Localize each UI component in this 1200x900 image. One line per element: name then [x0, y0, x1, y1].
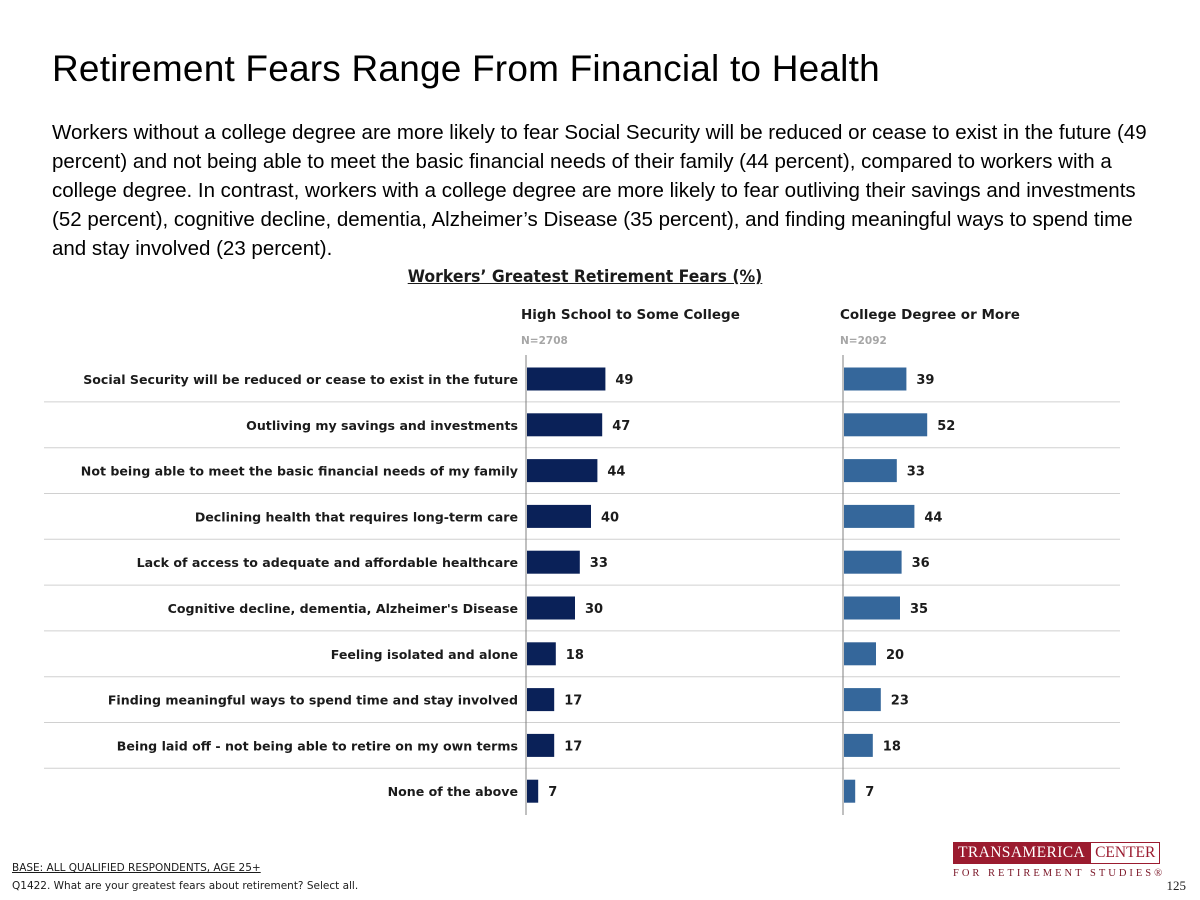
category-label: Not being able to meet the basic financi… — [81, 464, 518, 479]
data-label-series-1: 33 — [590, 556, 608, 571]
question-note: Q1422. What are your greatest fears abou… — [12, 880, 359, 892]
data-label-series-2: 39 — [916, 373, 934, 388]
bar-series-1 — [527, 596, 575, 620]
data-label-series-1: 7 — [548, 785, 557, 800]
category-label: None of the above — [388, 784, 518, 799]
bar-series-1 — [527, 779, 539, 803]
data-label-series-1: 30 — [585, 602, 603, 617]
data-label-series-2: 33 — [907, 465, 925, 480]
bar-series-2 — [844, 779, 856, 803]
bar-series-1 — [527, 642, 556, 666]
category-label: Cognitive decline, dementia, Alzheimer's… — [168, 601, 518, 616]
data-label-series-1: 49 — [615, 373, 633, 388]
logo-tagline: FOR RETIREMENT STUDIES® — [953, 868, 1166, 879]
bar-series-2 — [844, 642, 876, 666]
bar-series-1 — [527, 733, 555, 757]
bar-series-2 — [844, 596, 900, 620]
bar-series-1 — [527, 413, 603, 437]
transamerica-logo: TRANSAMERICA CENTER FOR RETIREMENT STUDI… — [953, 842, 1165, 882]
bar-chart: Social Security will be reduced or cease… — [44, 355, 1120, 815]
base-note: BASE: ALL QUALIFIED RESPONDENTS, AGE 25+ — [12, 862, 261, 874]
category-label: Social Security will be reduced or cease… — [83, 372, 518, 387]
logo-word-center: CENTER — [1090, 842, 1161, 864]
data-label-series-1: 17 — [564, 739, 582, 754]
data-label-series-1: 44 — [607, 465, 625, 480]
data-label-series-1: 47 — [612, 419, 630, 434]
data-label-series-2: 52 — [937, 419, 955, 434]
page-title: Retirement Fears Range From Financial to… — [52, 48, 880, 89]
bar-series-2 — [844, 459, 897, 483]
category-label: Declining health that requires long-term… — [195, 509, 518, 524]
bar-series-1 — [527, 688, 555, 712]
category-label: Being laid off - not being able to retir… — [117, 738, 518, 753]
bar-series-2 — [844, 367, 907, 391]
logo-word-transamerica: TRANSAMERICA — [953, 842, 1091, 864]
summary-paragraph: Workers without a college degree are mor… — [52, 121, 1147, 260]
data-label-series-2: 20 — [886, 648, 904, 663]
data-label-series-2: 35 — [910, 602, 928, 617]
series-1-header: High School to Some College — [521, 307, 740, 323]
data-label-series-2: 36 — [912, 556, 930, 571]
series-2-sample-size: N=2092 — [840, 335, 887, 347]
category-label: Finding meaningful ways to spend time an… — [108, 693, 518, 708]
series-2-header: College Degree or More — [840, 307, 1020, 323]
bar-series-2 — [844, 504, 915, 528]
data-label-series-1: 17 — [564, 694, 582, 709]
page-number: 125 — [1166, 878, 1187, 893]
data-label-series-2: 44 — [924, 510, 942, 525]
bar-series-1 — [527, 550, 580, 574]
category-label: Feeling isolated and alone — [331, 647, 518, 662]
series-1-sample-size: N=2708 — [521, 335, 568, 347]
bar-series-2 — [844, 733, 873, 757]
data-label-series-1: 18 — [566, 648, 584, 663]
bar-series-2 — [844, 550, 902, 574]
data-label-series-2: 23 — [891, 694, 909, 709]
bar-series-1 — [527, 459, 598, 483]
category-label: Outliving my savings and investments — [246, 418, 518, 433]
data-label-series-1: 40 — [601, 510, 619, 525]
category-label: Lack of access to adequate and affordabl… — [137, 555, 518, 570]
bar-series-2 — [844, 413, 928, 437]
data-label-series-2: 7 — [865, 785, 874, 800]
data-label-series-2: 18 — [883, 739, 901, 754]
bar-series-1 — [527, 367, 606, 391]
chart-title: Workers’ Greatest Retirement Fears (%) — [407, 267, 763, 287]
bar-series-2 — [844, 688, 881, 712]
bar-series-1 — [527, 504, 591, 528]
